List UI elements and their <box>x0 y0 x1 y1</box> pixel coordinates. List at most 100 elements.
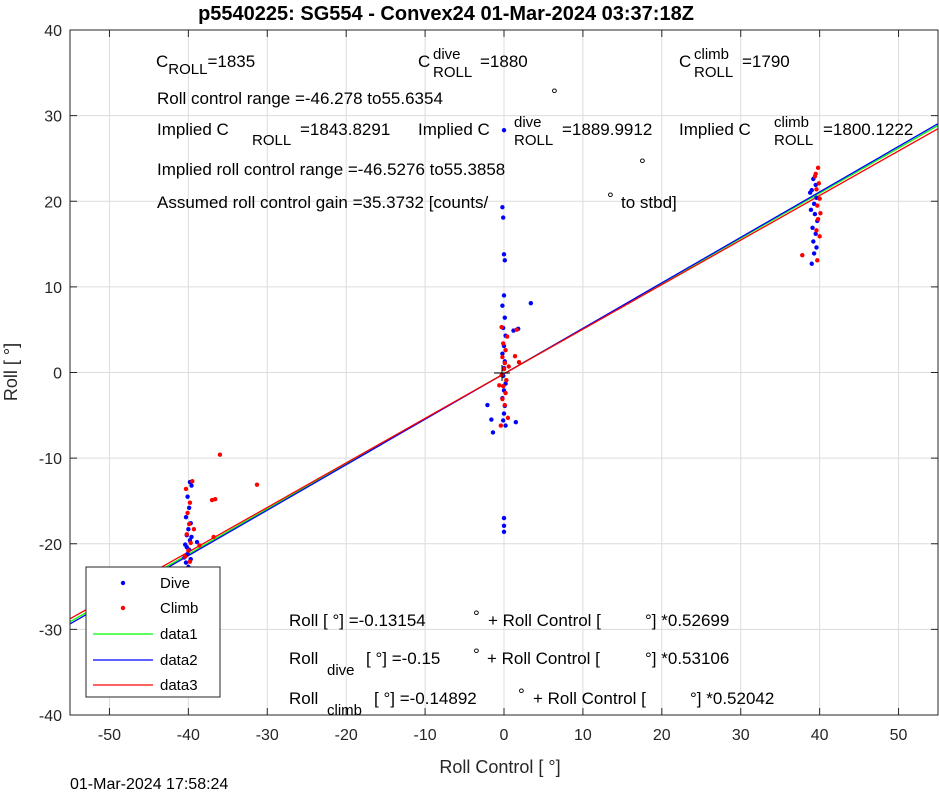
svg-text:[ °] =-0.14892: [ °] =-0.14892 <box>374 689 477 708</box>
climb-point <box>505 415 511 421</box>
dive-point <box>811 239 816 244</box>
annotation-implied-range: Implied roll control range =-46.5276 to5… <box>157 160 505 179</box>
dive-point <box>186 526 191 532</box>
annotation-range-degree: ° <box>551 85 558 104</box>
climb-point <box>504 334 510 339</box>
dive-point <box>500 351 505 356</box>
fit-equation-dive: Roll dive [ °] =-0.15 ° + Roll Control [… <box>289 645 729 679</box>
y-tick-label: -20 <box>39 537 62 554</box>
origin-marker <box>494 365 510 381</box>
climb-point <box>499 324 504 330</box>
svg-text:°] *0.52699: °] *0.52699 <box>645 611 729 630</box>
svg-text:Roll: Roll <box>289 689 318 708</box>
annotation-implied-c-roll-climb: Implied C climb ROLL =1800.1222 <box>679 114 913 149</box>
dive-point <box>489 417 494 422</box>
dive-point <box>189 483 194 488</box>
x-tick-label: 0 <box>500 727 509 744</box>
climb-point <box>183 554 188 559</box>
climb-point <box>818 211 823 216</box>
svg-text:Implied C: Implied C <box>157 120 229 139</box>
climb-point <box>502 402 507 408</box>
climb-point <box>187 500 193 505</box>
annotation-roll-control-range: Roll control range =-46.278 to55.6354 <box>157 89 443 108</box>
svg-text:Implied C: Implied C <box>418 120 490 139</box>
dive-point <box>185 494 190 499</box>
y-tick-label: -30 <box>39 622 62 639</box>
climb-point <box>815 258 820 263</box>
climb-point <box>815 165 821 171</box>
x-axis-label: Roll Control [ °] <box>439 757 560 777</box>
climb-point <box>815 217 821 222</box>
legend-label-data1: data1 <box>160 626 198 643</box>
dive-point <box>809 261 814 266</box>
svg-text:Roll [ °] =-0.13154: Roll [ °] =-0.13154 <box>289 611 426 630</box>
dive-point <box>812 211 818 217</box>
svg-text:+ Roll Control [: + Roll Control [ <box>533 689 646 708</box>
svg-text:ROLL: ROLL <box>694 64 733 81</box>
climb-point <box>500 396 505 402</box>
chart-title: p5540225: SG554 - Convex24 01-Mar-2024 0… <box>198 3 694 25</box>
climb-point <box>188 540 193 546</box>
svg-text:+ Roll Control [: + Roll Control [ <box>488 611 601 630</box>
dive-point <box>811 251 817 256</box>
dive-point <box>183 560 189 565</box>
svg-text:dive: dive <box>433 46 461 63</box>
svg-text:=1880: =1880 <box>480 52 528 71</box>
legend-label-data3: data3 <box>160 677 198 694</box>
annotation-implied-c-roll: Implied C ROLL =1843.8291 <box>157 120 390 149</box>
y-tick-label: 20 <box>44 194 62 211</box>
x-tick-label: -50 <box>98 727 121 744</box>
x-tick-label: -20 <box>335 727 358 744</box>
svg-text:C: C <box>418 52 430 71</box>
legend-marker-dive <box>120 580 126 586</box>
dive-point <box>810 225 815 230</box>
svg-text:climb: climb <box>327 702 362 719</box>
legend-label-data2: data2 <box>160 652 198 669</box>
svg-text:C: C <box>679 52 691 71</box>
svg-text:Roll: Roll <box>289 649 318 668</box>
dive-point <box>500 205 505 210</box>
x-tick-label: -40 <box>177 727 200 744</box>
svg-text:=1889.9912: =1889.9912 <box>562 120 652 139</box>
dive-point <box>501 127 507 133</box>
climb-point <box>184 532 189 537</box>
climb-point <box>816 181 822 186</box>
climb-point <box>191 526 197 532</box>
annotation-gain-degree: ° <box>607 189 614 208</box>
annotation-gain: Assumed roll control gain =35.3732 [coun… <box>157 193 489 212</box>
climb-point <box>497 383 502 388</box>
climb-point <box>516 360 522 365</box>
dive-point <box>501 411 507 416</box>
dive-point <box>501 252 507 257</box>
dive-point <box>513 419 519 425</box>
climb-point <box>800 252 805 258</box>
svg-text:ROLL: ROLL <box>433 64 472 81</box>
svg-text:°: ° <box>518 685 525 704</box>
y-tick-label: 40 <box>44 23 62 40</box>
dive-point <box>814 245 819 250</box>
x-tick-label: 30 <box>732 727 750 744</box>
annotation-c-roll: CROLL=1835 <box>156 52 255 78</box>
dive-point <box>501 515 507 521</box>
x-tick-label: 10 <box>574 727 592 744</box>
svg-text:°: ° <box>473 607 480 626</box>
climb-point <box>503 348 508 353</box>
svg-text:dive: dive <box>327 662 355 679</box>
annotation-implied-c-roll-dive: Implied C dive ROLL =1889.9912 <box>418 114 652 149</box>
dive-point <box>186 505 192 510</box>
svg-text:°: ° <box>473 645 480 664</box>
dive-point <box>808 207 814 213</box>
legend-marker-climb <box>120 605 126 611</box>
y-tick-label: -10 <box>39 451 62 468</box>
climb-point <box>502 360 507 366</box>
x-tick-label: 20 <box>653 727 671 744</box>
fit-equation-all: Roll [ °] =-0.13154 ° + Roll Control [ °… <box>289 607 729 630</box>
dive-point <box>807 190 813 195</box>
dive-point <box>500 303 505 308</box>
legend-box <box>85 566 221 698</box>
svg-text:°] *0.52042: °] *0.52042 <box>690 689 774 708</box>
climb-point <box>211 534 216 540</box>
climb-point <box>501 366 507 372</box>
dive-point <box>490 430 496 435</box>
